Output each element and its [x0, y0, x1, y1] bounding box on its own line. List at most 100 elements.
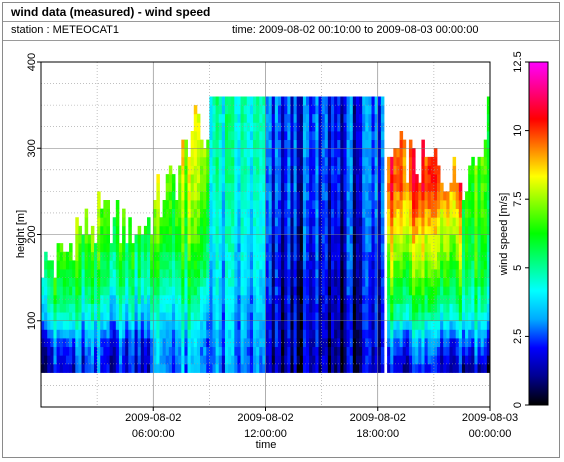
heatmap-cell — [271, 225, 276, 235]
heatmap-cell — [315, 139, 319, 149]
heatmap-cell — [137, 269, 142, 279]
heatmap-cell — [112, 277, 117, 287]
heatmap-cell — [156, 200, 160, 210]
heatmap-cell — [474, 225, 478, 235]
heatmap-cell — [271, 156, 276, 166]
heatmap-cell — [486, 269, 491, 279]
heatmap-cell — [427, 182, 432, 192]
heatmap-cell — [196, 200, 201, 210]
heatmap-cell — [171, 286, 176, 296]
heatmap-cell — [324, 96, 329, 106]
heatmap-cell — [455, 225, 460, 235]
heatmap-cell — [224, 113, 229, 123]
heatmap-cell — [318, 105, 323, 115]
heatmap-cell — [190, 294, 195, 304]
heatmap-cell — [440, 329, 444, 339]
heatmap-cell — [324, 303, 329, 313]
heatmap-cell — [362, 122, 366, 132]
heatmap-cell — [271, 320, 276, 330]
heatmap-cell — [224, 191, 229, 201]
heatmap-cell — [59, 346, 64, 356]
heatmap-cell — [249, 217, 254, 227]
heatmap-cell — [90, 243, 95, 253]
heatmap-cell — [147, 217, 151, 227]
heatmap-cell — [106, 243, 110, 253]
heatmap-cell — [187, 208, 192, 218]
heatmap-cell — [277, 346, 282, 356]
heatmap-cell — [44, 277, 48, 287]
heatmap-cell — [315, 320, 319, 330]
heatmap-cell — [405, 269, 410, 279]
heatmap-cell — [50, 303, 54, 313]
heatmap-cell — [355, 294, 360, 304]
heatmap-cell — [349, 182, 354, 192]
heatmap-cell — [443, 208, 447, 218]
heatmap-cell — [190, 303, 195, 313]
heatmap-cell — [196, 320, 201, 330]
heatmap-cell — [253, 182, 257, 192]
heatmap-cell — [337, 260, 341, 270]
heatmap-cell — [143, 286, 148, 296]
heatmap-cell — [471, 243, 475, 253]
heatmap-cell — [377, 251, 382, 261]
heatmap-cell — [427, 320, 432, 330]
heatmap-cell — [218, 312, 223, 322]
heatmap-cell — [290, 338, 294, 348]
heatmap-cell — [299, 200, 304, 210]
heatmap-cell — [181, 200, 185, 210]
heatmap-cell — [296, 225, 301, 235]
heatmap-cell — [237, 105, 241, 115]
heatmap-cell — [318, 303, 323, 313]
heatmap-cell — [290, 312, 294, 322]
heatmap-cell — [212, 148, 217, 158]
heatmap-cell — [90, 320, 95, 330]
heatmap-cell — [318, 312, 323, 322]
heatmap-cell — [408, 156, 413, 166]
heatmap-cell — [97, 234, 101, 244]
heatmap-cell — [240, 269, 245, 279]
heatmap-cell — [418, 182, 422, 192]
heatmap-cell — [224, 122, 229, 132]
heatmap-cell — [281, 243, 285, 253]
heatmap-cell — [374, 139, 379, 149]
heatmap-cell — [284, 363, 288, 373]
heatmap-cell — [140, 320, 145, 330]
heatmap-cell — [259, 225, 263, 235]
heatmap-cell — [249, 363, 254, 373]
heatmap-cell — [78, 355, 82, 365]
heatmap-cell — [103, 294, 107, 304]
heatmap-cell — [200, 174, 204, 184]
heatmap-cell — [433, 269, 438, 279]
heatmap-cell — [408, 148, 413, 158]
heatmap-cell — [486, 156, 491, 166]
heatmap-cell — [362, 355, 366, 365]
heatmap-cell — [47, 329, 51, 339]
heatmap-cell — [262, 182, 266, 192]
heatmap-cell — [330, 346, 335, 356]
heatmap-cell — [306, 165, 310, 175]
heatmap-cell — [327, 346, 332, 356]
heatmap-cell — [371, 277, 376, 287]
heatmap-cell — [103, 200, 107, 210]
heatmap-cell — [455, 234, 460, 244]
heatmap-cell — [193, 113, 198, 123]
heatmap-cell — [175, 329, 179, 339]
heatmap-cell — [461, 251, 466, 261]
heatmap-cell — [41, 329, 45, 339]
heatmap-cell — [415, 320, 419, 330]
heatmap-cell — [290, 286, 294, 296]
heatmap-cell — [355, 139, 360, 149]
heatmap-cell — [334, 329, 338, 339]
heatmap-cell — [399, 200, 404, 210]
heatmap-cell — [306, 217, 310, 227]
heatmap-cell — [203, 174, 207, 184]
heatmap-cell — [421, 320, 425, 330]
heatmap-cell — [262, 286, 266, 296]
heatmap-cell — [228, 269, 232, 279]
heatmap-cell — [69, 260, 73, 270]
heatmap-cell — [41, 320, 45, 330]
heatmap-cell — [334, 105, 338, 115]
heatmap-cell — [156, 174, 160, 184]
heatmap-cell — [277, 105, 282, 115]
heatmap-cell — [62, 269, 67, 279]
